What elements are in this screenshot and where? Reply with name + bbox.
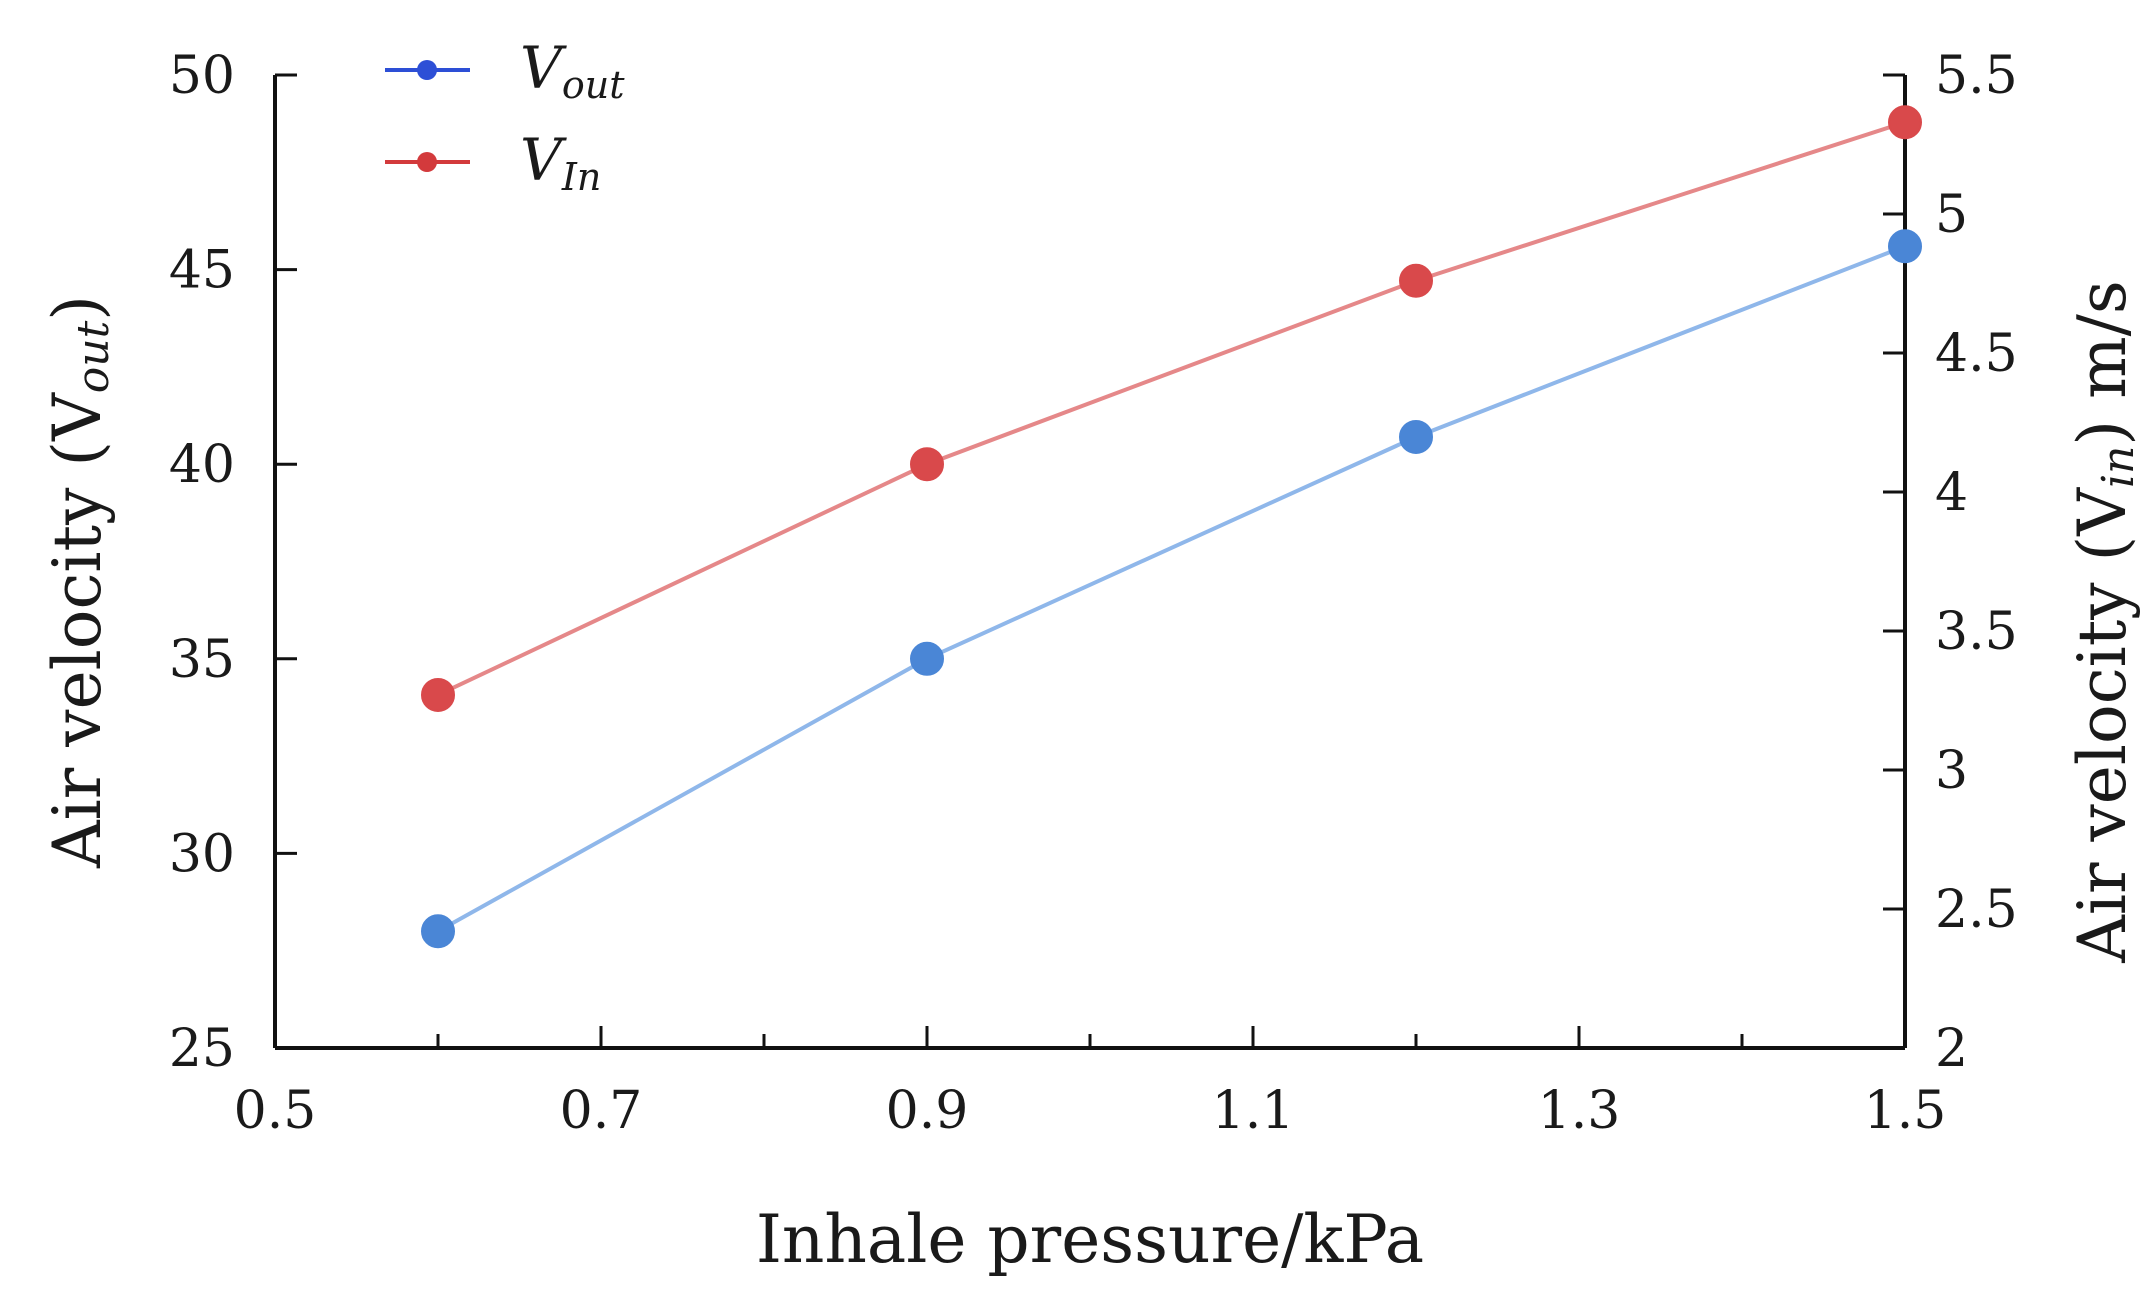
series-line-v-out (437, 244, 1906, 933)
y-left-title-tail: ) (39, 295, 116, 321)
y-left-tick-label: 30 (169, 824, 235, 884)
y-right-title-sub: in (2093, 446, 2144, 488)
data-point-v-out (1399, 419, 1433, 454)
x-tick-label: 0.7 (560, 1081, 643, 1141)
series-line-v-in (437, 120, 1906, 697)
data-point-v-out (1888, 229, 1922, 264)
legend-item-v-in: VIn (385, 126, 601, 199)
legend-item-v-out: Vout (385, 34, 625, 107)
y-right-tick-label: 3.5 (1935, 602, 2018, 662)
y-right-tick-label: 4 (1935, 463, 1968, 523)
data-point-v-in (1888, 105, 1922, 140)
legend-label-v-out: Vout (520, 34, 625, 107)
legend-label-v-in-main: V (520, 126, 567, 194)
legend-label-v-out-main: V (520, 34, 567, 102)
y-left-tick-label: 45 (169, 241, 235, 301)
y-right-tick-label: 2.5 (1935, 880, 2018, 940)
x-tick-label: 1.5 (1864, 1081, 1947, 1141)
legend-swatch-marker-v-out (417, 60, 437, 80)
data-point-v-in (910, 447, 944, 482)
y-right-tick-label: 2 (1935, 1019, 1968, 1079)
legend-swatch-marker-v-in (417, 152, 437, 172)
y-right-axis-title: Air velocity (Vin) m/s (2064, 280, 2144, 964)
data-point-v-out (421, 914, 455, 949)
ticks: 0.5 0.7 0.9 1.1 1.3 1.5 25 30 35 40 45 50 2 2.5 3 3.5 4 4… (169, 46, 2018, 1141)
y-right-title-main: Air velocity (V (2064, 487, 2141, 964)
axes (273, 75, 1907, 1050)
x-tick-label: 0.5 (234, 1081, 317, 1141)
legend-label-v-out-sub: out (562, 63, 625, 107)
y-left-tick-label: 35 (169, 630, 235, 690)
y-left-tick-label: 50 (169, 46, 235, 106)
data-point-v-in (1399, 263, 1433, 298)
x-tick-label: 0.9 (886, 1081, 969, 1141)
legend: Vout VIn (385, 34, 625, 199)
x-axis-title: Inhale pressure/kPa (756, 1201, 1424, 1278)
y-right-tick-label: 5.5 (1935, 46, 2018, 106)
y-left-title-sub: out (68, 320, 119, 393)
y-left-axis-title: Air velocity (Vout) (39, 295, 119, 869)
series-layer (421, 105, 1922, 949)
y-left-tick-label: 25 (169, 1019, 235, 1079)
x-tick-label: 1.3 (1538, 1081, 1621, 1141)
legend-label-v-in: VIn (520, 126, 601, 199)
data-point-v-out (910, 641, 944, 676)
y-left-title-main: Air velocity (V (39, 392, 116, 869)
legend-label-v-in-sub: In (561, 155, 601, 199)
y-right-title-tail: ) m/s (2064, 280, 2141, 445)
data-point-v-in (421, 677, 455, 712)
y-right-tick-label: 3 (1935, 741, 1968, 801)
y-left-tick-label: 40 (169, 435, 235, 495)
x-tick-label: 1.1 (1212, 1081, 1295, 1141)
y-right-tick-label: 5 (1935, 185, 1968, 245)
y-right-tick-label: 4.5 (1935, 324, 2018, 384)
